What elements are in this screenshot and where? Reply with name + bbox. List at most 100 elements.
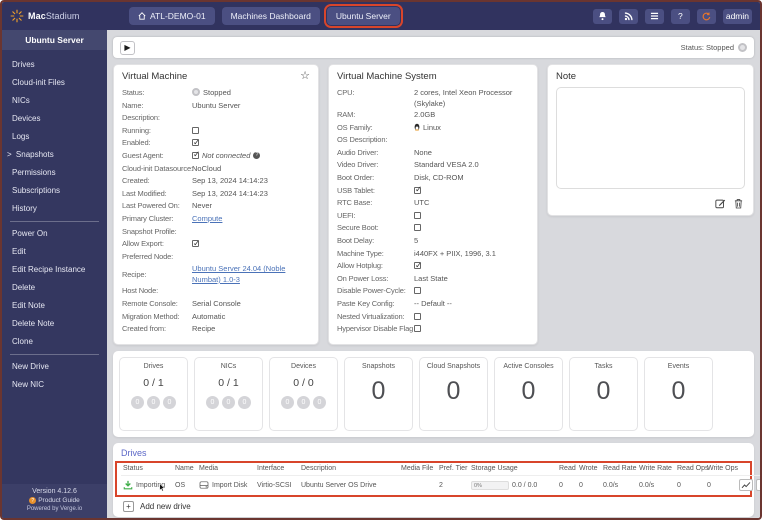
refresh-button[interactable] — [696, 8, 716, 24]
stat-card-events[interactable]: Events 0 — [644, 356, 713, 431]
version-label: Version 4.12.6 — [32, 488, 77, 495]
sidebar-action-clone[interactable]: Clone — [12, 337, 33, 346]
drive-read-ops: 0 — [677, 481, 681, 489]
sidebar-action-edit-note[interactable]: Edit Note — [12, 301, 45, 310]
sidebar-action-delete[interactable]: Delete — [12, 283, 36, 292]
status-stopped-icon — [738, 43, 747, 52]
linux-penguin-icon — [414, 123, 420, 131]
sidebar-divider — [10, 221, 99, 222]
power-on-button[interactable]: ▶ — [120, 40, 135, 55]
status-badge: 0 — [147, 395, 160, 409]
play-icon: ▶ — [124, 43, 131, 52]
enabled-checkbox[interactable] — [192, 137, 200, 147]
macstadium-sunburst-icon — [10, 9, 24, 23]
uefi-checkbox[interactable] — [414, 211, 421, 219]
sidebar-item-logs[interactable]: Logs — [12, 132, 30, 141]
guest-agent-note: Not connected — [202, 150, 251, 160]
hypervisor-disable-flag-checkbox[interactable] — [414, 325, 421, 333]
status-badge: 0 — [297, 395, 310, 409]
sidebar-action-edit-recipe-instance[interactable]: Edit Recipe Instance — [12, 265, 86, 274]
sidebar-footer: Version 4.12.6 ? Product Guide Powered b… — [2, 484, 107, 518]
feed-button[interactable] — [618, 8, 638, 24]
drive-stats-button[interactable] — [739, 479, 753, 492]
running-checkbox[interactable] — [192, 126, 199, 134]
drive-read-rate: 0.0/s — [603, 481, 619, 489]
nav-button-ubuntu-server[interactable]: Ubuntu Server — [323, 4, 403, 28]
vm-card-title: Virtual Machine — [122, 71, 188, 82]
stat-card-devices[interactable]: Devices 0 / 0 0 0 0 — [269, 356, 338, 431]
nav-button-atl-demo-01[interactable]: ATL-DEMO-01 — [129, 7, 215, 25]
status-badge: 0 — [131, 395, 144, 409]
task-list-button[interactable] — [644, 8, 664, 24]
product-guide-link[interactable]: ? Product Guide — [4, 497, 105, 504]
drive-edit-button[interactable] — [756, 479, 760, 492]
home-icon — [138, 12, 146, 20]
stat-card-active-consoles[interactable]: Active Consoles 0 — [494, 356, 563, 431]
info-help-icon[interactable]: ? — [253, 151, 261, 159]
usb-tablet-checkbox[interactable] — [414, 184, 422, 195]
vm-toolbar: ▶ Status: Stopped — [113, 37, 754, 58]
drives-panel-title: Drives — [121, 447, 147, 458]
sidebar-action-power-on[interactable]: Power On — [12, 229, 48, 238]
sidebar-action-edit[interactable]: Edit — [12, 247, 26, 256]
status-badge: 0 — [313, 395, 326, 409]
sidebar-action-new-nic[interactable]: New NIC — [12, 380, 45, 389]
secure-boot-checkbox[interactable] — [414, 224, 421, 232]
drives-table: Status Name Media Interface Description … — [121, 463, 760, 495]
status-badge: 0 — [281, 395, 294, 409]
trash-icon — [734, 199, 743, 209]
sidebar-action-delete-note[interactable]: Delete Note — [12, 319, 55, 328]
sidebar: Ubuntu Server Drives Cloud-init Files NI… — [2, 30, 107, 518]
stat-card-tasks[interactable]: Tasks 0 — [569, 356, 638, 431]
sidebar-item-drives[interactable]: Drives — [12, 60, 35, 69]
allow-export-checkbox[interactable] — [192, 238, 200, 248]
sidebar-item-nics[interactable]: NICs — [12, 96, 30, 105]
edit-note-button[interactable] — [715, 198, 726, 209]
sidebar-item-devices[interactable]: Devices — [12, 114, 41, 123]
sidebar-item-history[interactable]: History — [12, 204, 37, 213]
drives-panel: Drives Status Name — [113, 442, 760, 517]
stat-card-snapshots[interactable]: Snapshots 0 — [344, 356, 413, 431]
recipe-link[interactable]: Ubuntu Server 24.04 (Noble Numbat) 1.0-3 — [192, 264, 286, 284]
stat-card-nics[interactable]: NICs 0 / 1 0 0 0 — [194, 356, 263, 431]
drive-pref-tier: 2 — [439, 481, 443, 489]
bell-icon — [599, 11, 606, 21]
drive-read: 0 — [559, 481, 563, 489]
drive-status: Importing — [136, 481, 166, 489]
edit-pencil-icon — [715, 199, 726, 209]
nav-button-machines-dashboard[interactable]: Machines Dashboard — [221, 7, 320, 25]
stat-card-drives[interactable]: Drives 0 / 1 0 0 0 — [119, 356, 188, 431]
allow-hotplug-checkbox[interactable] — [414, 260, 422, 270]
chart-line-icon — [741, 482, 751, 489]
refresh-icon — [702, 12, 711, 20]
sidebar-item-subscriptions[interactable]: Subscriptions — [12, 186, 61, 195]
note-card: Note — [547, 64, 754, 216]
nested-virtualization-checkbox[interactable] — [414, 312, 421, 320]
notifications-button[interactable] — [592, 8, 612, 24]
user-menu-button[interactable]: admin — [722, 8, 752, 24]
drive-wrote: 0 — [579, 481, 583, 489]
status-badge: 0 — [222, 395, 235, 409]
brand-name: MacStadium — [28, 11, 80, 21]
storage-usage-text: 0.0 / 0.0 — [512, 481, 538, 489]
drive-table-row[interactable]: Importing OS — [121, 475, 760, 495]
help-button[interactable]: ? — [670, 8, 690, 24]
primary-cluster-link[interactable]: Compute — [192, 213, 223, 223]
sidebar-item-snapshots[interactable]: > Snapshots — [7, 150, 54, 159]
virtual-machine-card: Virtual Machine ☆ Status: Stopped Name: … — [113, 64, 319, 345]
import-download-icon — [123, 481, 133, 490]
add-new-drive-button[interactable]: + Add new drive — [121, 497, 746, 513]
favorite-star-icon[interactable]: ☆ — [300, 70, 310, 82]
delete-note-button[interactable] — [734, 198, 743, 209]
sidebar-action-new-drive[interactable]: New Drive — [12, 362, 49, 371]
stats-panel: Drives 0 / 1 0 0 0 NICs 0 / 1 0 0 0 — [113, 350, 754, 437]
note-textarea[interactable] — [556, 87, 745, 189]
guest-agent-checkbox[interactable] — [192, 149, 200, 160]
disable-power-cycle-checkbox[interactable] — [414, 287, 421, 295]
status-badge: 0 — [238, 395, 251, 409]
sidebar-item-permissions[interactable]: Permissions — [12, 168, 56, 177]
list-icon — [650, 12, 658, 20]
stat-card-cloud-snapshots[interactable]: Cloud Snapshots 0 — [419, 356, 488, 431]
sidebar-item-cloud-init-files[interactable]: Cloud-init Files — [12, 78, 65, 87]
